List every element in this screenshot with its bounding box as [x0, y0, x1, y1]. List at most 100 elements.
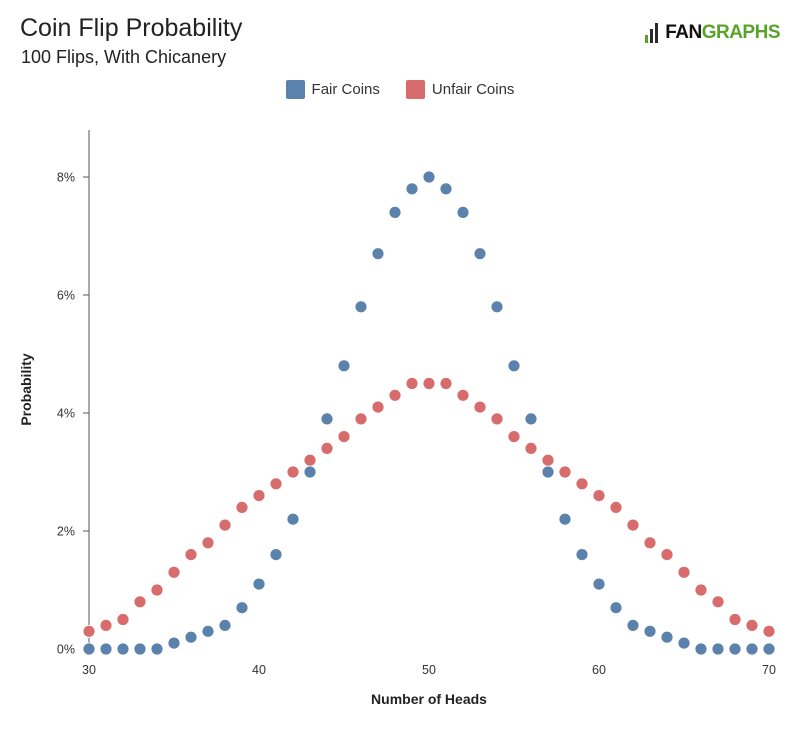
data-point-unfair[interactable] [626, 518, 640, 532]
data-point-fair[interactable] [626, 619, 640, 632]
data-point-unfair[interactable] [99, 619, 113, 632]
data-point-fair[interactable] [728, 642, 742, 656]
data-point-fair[interactable] [643, 624, 657, 638]
data-point-unfair[interactable] [286, 465, 300, 479]
data-point-fair[interactable] [711, 642, 725, 656]
data-point-fair[interactable] [762, 642, 776, 656]
data-point-unfair[interactable] [711, 595, 725, 609]
data-point-unfair[interactable] [422, 377, 436, 390]
data-point-fair[interactable] [541, 465, 555, 479]
data-point-unfair[interactable] [575, 477, 589, 491]
logo-bars-icon [645, 23, 663, 43]
legend-item-fair[interactable]: Fair Coins [285, 80, 380, 99]
data-point-unfair[interactable] [541, 453, 555, 467]
data-point-unfair[interactable] [643, 536, 657, 550]
data-point-fair[interactable] [473, 247, 487, 261]
data-point-unfair[interactable] [388, 388, 402, 402]
data-point-fair[interactable] [507, 359, 521, 373]
data-point-fair[interactable] [388, 205, 402, 219]
data-point-unfair[interactable] [609, 500, 623, 514]
data-point-fair[interactable] [116, 642, 130, 656]
data-point-fair[interactable] [575, 548, 589, 561]
data-point-unfair[interactable] [677, 565, 691, 579]
data-point-fair[interactable] [218, 619, 232, 632]
data-point-fair[interactable] [490, 300, 504, 314]
chart-legend: Fair Coins Unfair Coins [0, 80, 800, 99]
data-point-fair[interactable] [201, 624, 215, 638]
data-point-unfair[interactable] [490, 412, 504, 426]
data-point-unfair[interactable] [303, 453, 317, 467]
data-point-fair[interactable] [150, 642, 164, 656]
data-point-fair[interactable] [235, 601, 249, 615]
data-point-unfair[interactable] [507, 430, 521, 444]
legend-swatch-fair [285, 80, 305, 99]
axes: 0% 2% 4% 6% 8% 30 40 50 60 70 [57, 130, 776, 677]
chart-subtitle: 100 Flips, With Chicanery [21, 47, 227, 67]
data-point-unfair[interactable] [745, 619, 759, 632]
data-point-unfair[interactable] [133, 595, 147, 609]
data-point-fair[interactable] [660, 630, 674, 644]
data-point-fair[interactable] [252, 577, 266, 591]
data-point-fair[interactable] [354, 300, 368, 314]
data-point-fair[interactable] [745, 642, 759, 656]
data-point-unfair[interactable] [592, 489, 606, 503]
data-point-fair[interactable] [677, 636, 691, 650]
y-tick-label: 4% [57, 407, 75, 421]
data-point-fair[interactable] [82, 642, 96, 656]
data-point-fair[interactable] [99, 642, 113, 656]
data-point-unfair[interactable] [116, 613, 130, 626]
data-point-unfair[interactable] [456, 388, 470, 402]
data-point-unfair[interactable] [167, 565, 181, 579]
data-point-fair[interactable] [422, 170, 436, 184]
data-points [82, 170, 776, 656]
data-point-unfair[interactable] [269, 477, 283, 491]
data-point-unfair[interactable] [371, 400, 385, 414]
data-point-fair[interactable] [269, 548, 283, 561]
data-point-unfair[interactable] [660, 548, 674, 561]
data-point-fair[interactable] [694, 642, 708, 656]
data-point-unfair[interactable] [320, 441, 334, 455]
data-point-fair[interactable] [371, 247, 385, 261]
data-point-fair[interactable] [405, 182, 419, 196]
data-point-unfair[interactable] [405, 377, 419, 390]
data-point-fair[interactable] [456, 205, 470, 219]
data-point-fair[interactable] [337, 359, 351, 373]
y-tick-label: 8% [57, 171, 75, 185]
data-point-fair[interactable] [320, 412, 334, 426]
data-point-fair[interactable] [286, 512, 300, 526]
data-point-fair[interactable] [303, 465, 317, 479]
data-point-unfair[interactable] [558, 465, 572, 479]
x-tick-label: 60 [592, 663, 606, 677]
y-tick-label: 2% [57, 525, 75, 539]
data-point-fair[interactable] [592, 577, 606, 591]
data-point-fair[interactable] [184, 630, 198, 644]
data-point-unfair[interactable] [728, 613, 742, 626]
data-point-unfair[interactable] [252, 489, 266, 503]
data-point-unfair[interactable] [439, 377, 453, 390]
data-point-unfair[interactable] [235, 500, 249, 514]
data-point-unfair[interactable] [354, 412, 368, 426]
data-point-unfair[interactable] [218, 518, 232, 532]
data-point-fair[interactable] [609, 601, 623, 615]
logo-graphs-text: GRAPHS [701, 22, 781, 43]
data-point-unfair[interactable] [337, 430, 351, 444]
data-point-unfair[interactable] [82, 624, 96, 638]
data-point-fair[interactable] [167, 636, 181, 650]
data-point-unfair[interactable] [150, 583, 164, 597]
x-tick-label: 30 [82, 663, 96, 677]
data-point-fair[interactable] [558, 512, 572, 526]
data-point-fair[interactable] [524, 412, 538, 426]
x-axis-title: Number of Heads [371, 691, 487, 707]
data-point-unfair[interactable] [184, 548, 198, 561]
data-point-unfair[interactable] [201, 536, 215, 550]
data-point-unfair[interactable] [473, 400, 487, 414]
data-point-fair[interactable] [439, 182, 453, 196]
legend-item-unfair[interactable]: Unfair Coins [405, 80, 514, 99]
x-tick-label: 40 [252, 663, 266, 677]
fangraphs-logo: FAN GRAPHS [645, 22, 781, 44]
data-point-unfair[interactable] [694, 583, 708, 597]
data-point-fair[interactable] [133, 642, 147, 656]
data-point-unfair[interactable] [762, 624, 776, 638]
data-point-unfair[interactable] [524, 441, 538, 455]
